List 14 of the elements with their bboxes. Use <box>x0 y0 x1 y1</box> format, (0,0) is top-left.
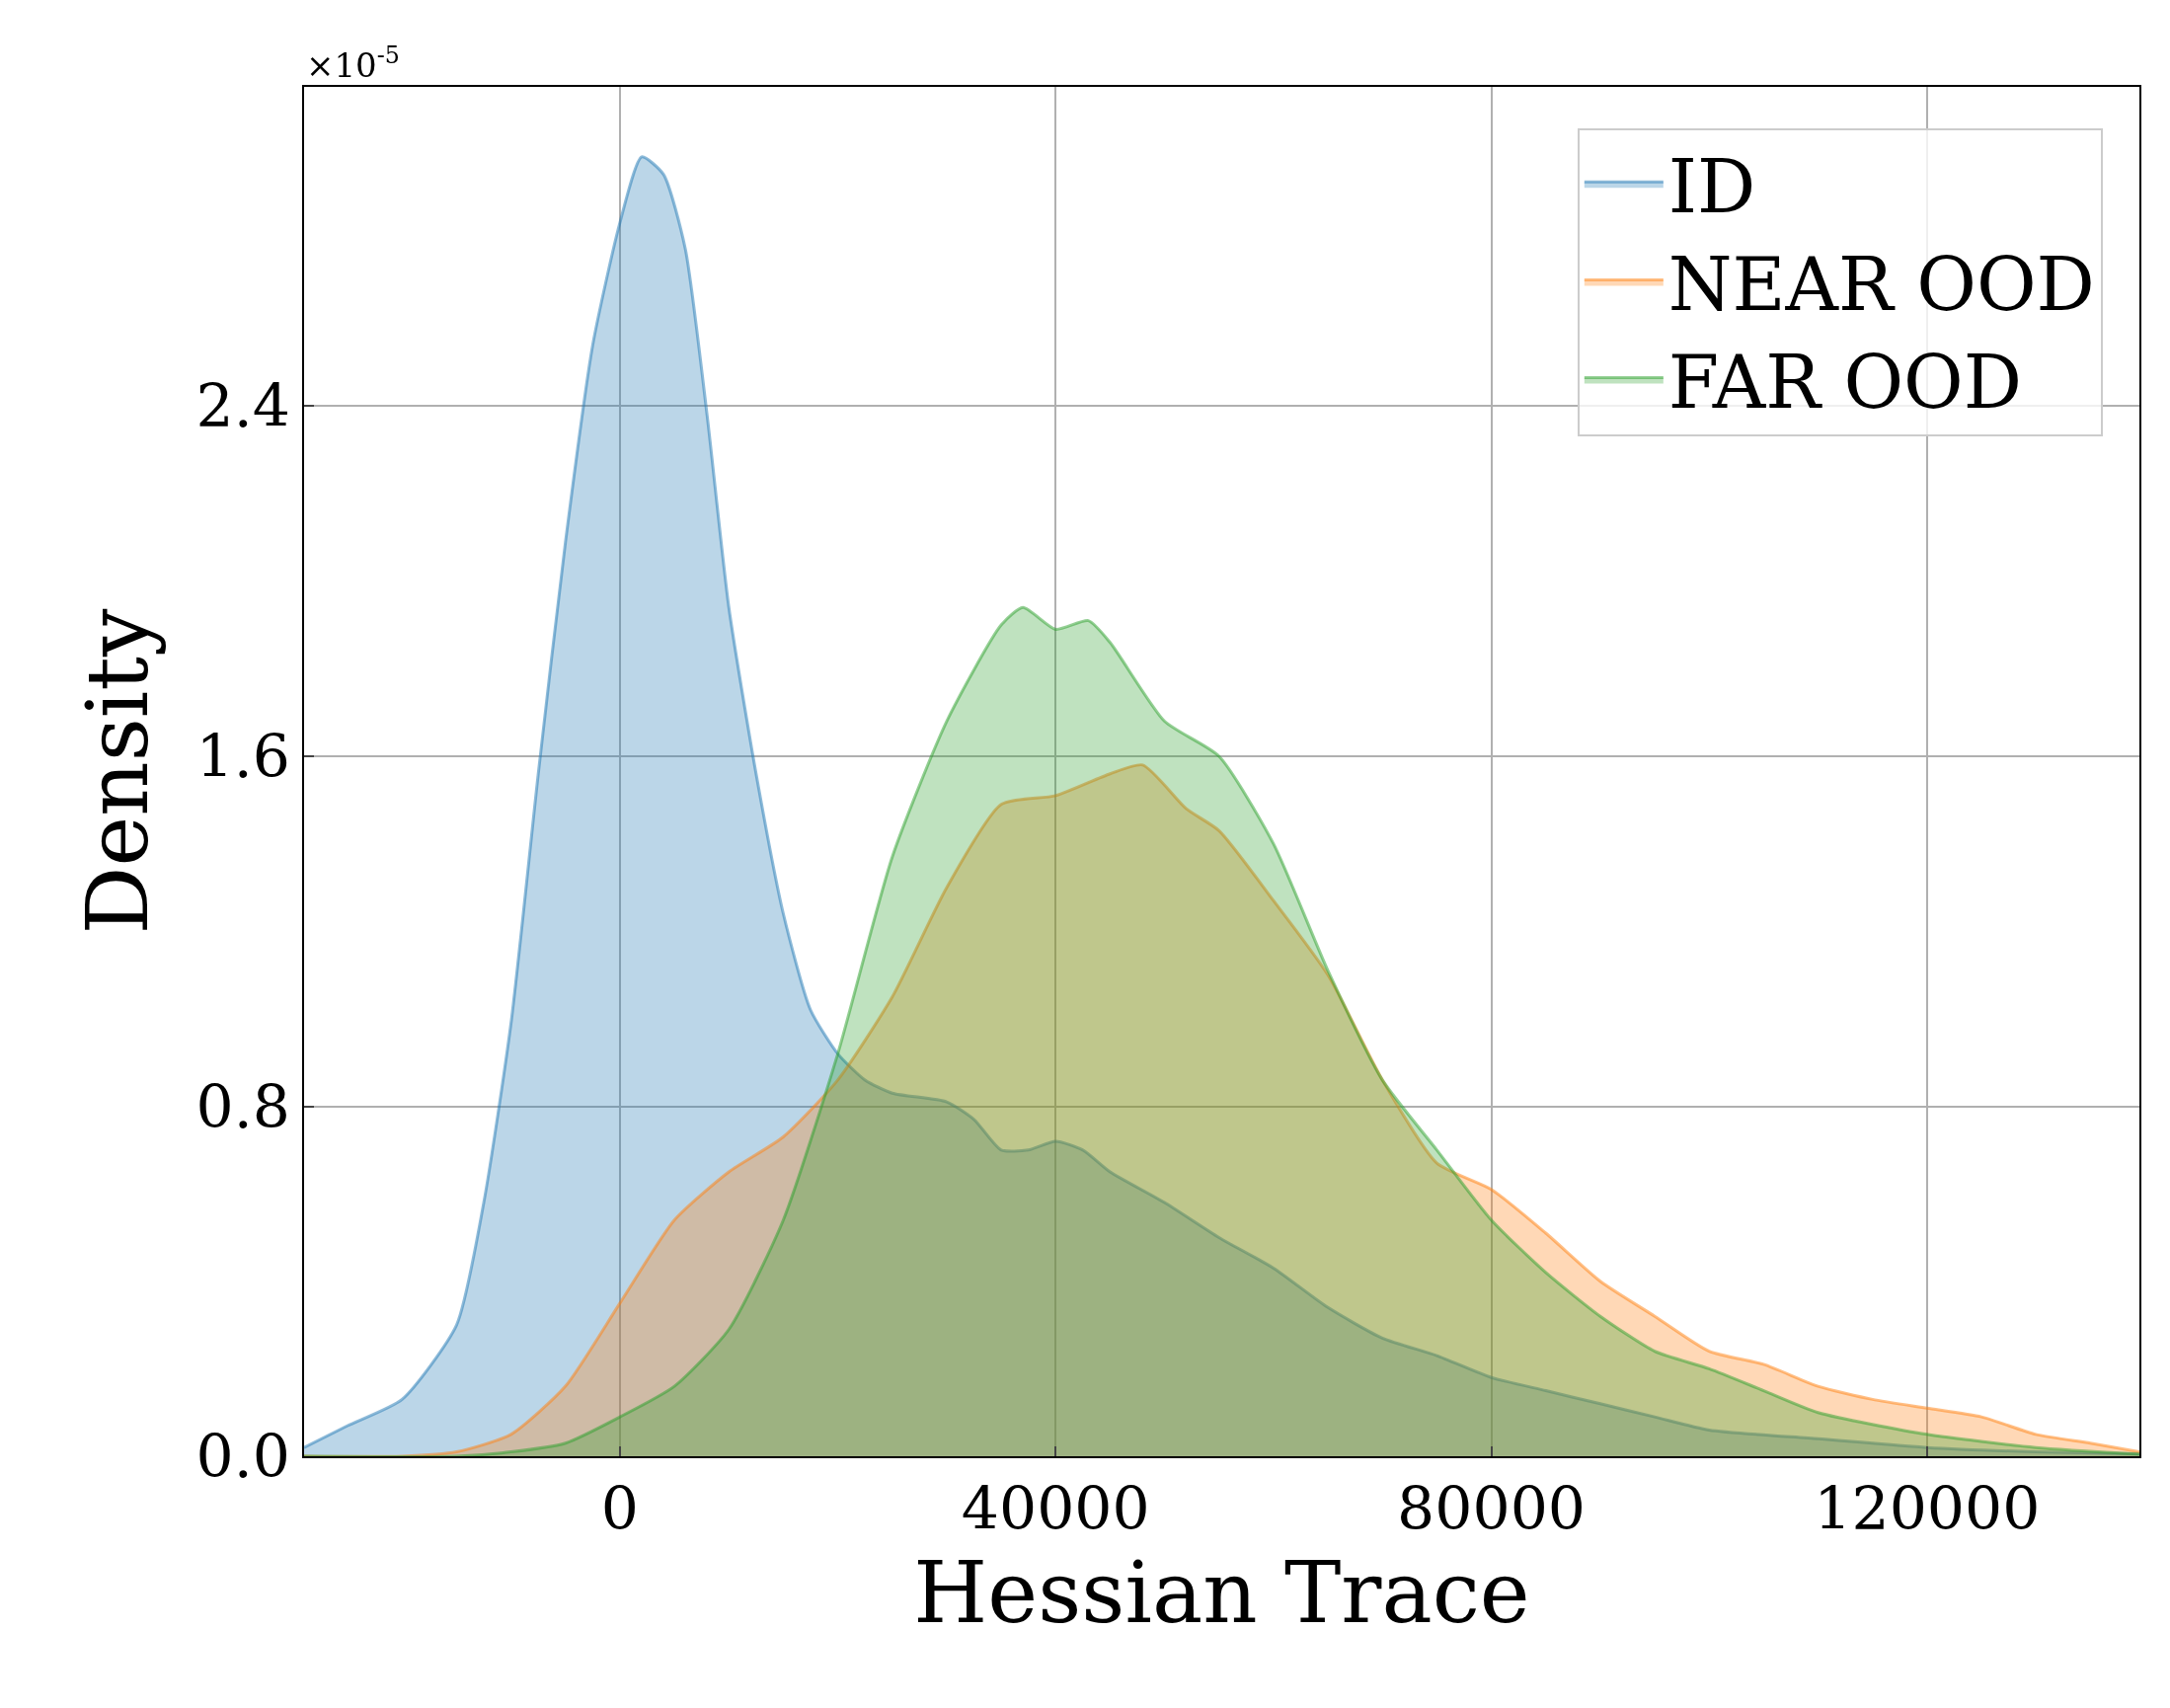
y-tick-label: 0.8 <box>195 1071 290 1141</box>
x-tick-label: 120000 <box>1814 1474 2041 1543</box>
x-tick-label: 80000 <box>1397 1474 1586 1543</box>
x-tick-label: 0 <box>600 1474 640 1543</box>
x-axis-title: Hessian Trace <box>913 1543 1530 1642</box>
legend-label: NEAR OOD <box>1667 242 2095 328</box>
y-tick-label: 1.6 <box>195 721 290 791</box>
y-tick-label: 0.0 <box>195 1422 290 1491</box>
y-tick-label: 2.4 <box>195 371 290 441</box>
y-axis-title: Density <box>68 608 168 935</box>
legend-label: FAR OOD <box>1667 340 2023 426</box>
x-tick-label: 40000 <box>961 1474 1150 1543</box>
legend-label: ID <box>1667 144 1756 230</box>
text: ×10$^{-5}$ <box>306 41 400 86</box>
